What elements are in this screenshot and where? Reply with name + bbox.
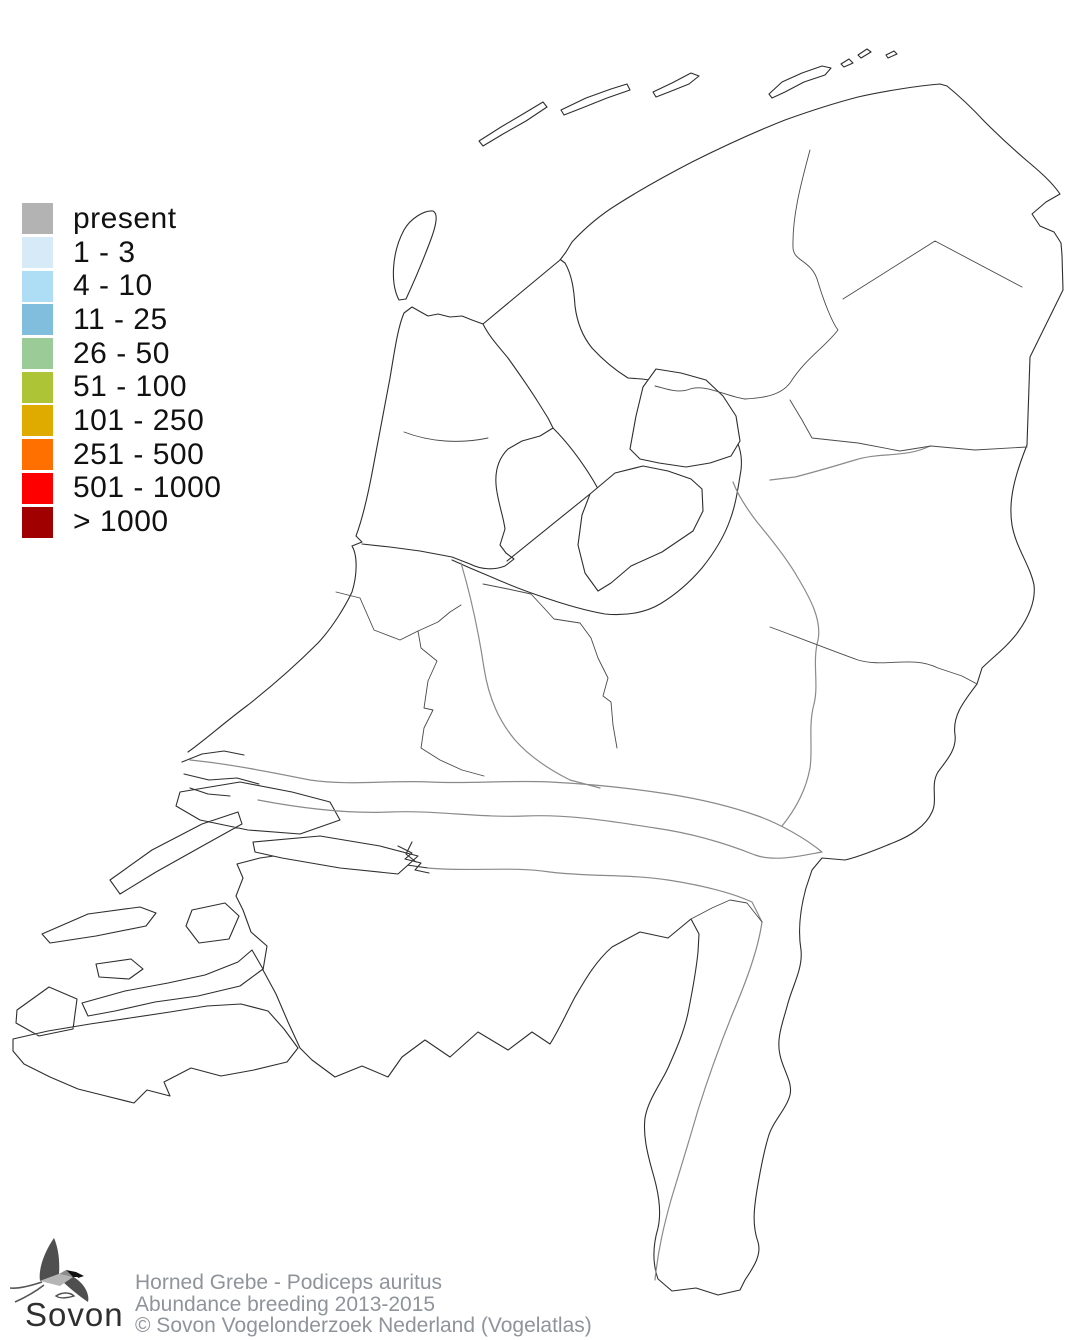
legend-swatch: [22, 237, 53, 269]
legend-label: 1 - 3: [73, 235, 136, 269]
legend-item: 251 - 500: [22, 438, 221, 472]
map-noordoostpolder: [629, 368, 741, 468]
map-flevoland: [577, 465, 704, 592]
legend-swatch: [22, 270, 53, 302]
legend-item: 11 - 25: [22, 303, 221, 337]
copyright: © Sovon Vogelonderzoek Nederland (Vogela…: [135, 1314, 592, 1337]
legend-swatch: [22, 405, 53, 437]
legend-item: 501 - 1000: [22, 471, 222, 506]
legend-item: 4 - 10: [22, 269, 221, 303]
legend-item: 101 - 250: [22, 404, 221, 438]
map-rivers: [189, 445, 931, 1281]
map-dikes: [506, 427, 598, 562]
map-harbour-detail: [181, 750, 430, 874]
legend-item: 26 - 50: [22, 337, 221, 371]
map-ijsselmeer-shore: [361, 259, 742, 616]
species-title: Horned Grebe - Podiceps auritus: [135, 1271, 442, 1294]
sovon-logo-text: Sovon: [25, 1296, 124, 1333]
legend-swatch: [22, 304, 53, 336]
legend-swatch: [22, 338, 53, 370]
legend-label: 51 - 100: [73, 370, 188, 404]
legend-swatch: [22, 472, 53, 504]
map-coastline: [187, 83, 1064, 1296]
swallow-tail-icon: [10, 1281, 43, 1289]
sovon-logo-bird: [10, 1238, 89, 1303]
map-subtitle: Abundance breeding 2013-2015: [135, 1292, 436, 1316]
legend-label: 26 - 50: [73, 336, 170, 370]
legend-swatch: [22, 439, 53, 471]
swallow-upper-wing-icon: [39, 1238, 60, 1281]
legend-item: present: [22, 202, 221, 236]
legend-item: > 1000: [22, 505, 221, 539]
legend-item: 51 - 100: [22, 370, 221, 404]
swallow-body-icon: [40, 1274, 73, 1286]
legend-label: > 1000: [73, 505, 169, 539]
legend-label: 4 - 10: [73, 269, 153, 303]
map-province-borders: [335, 149, 1028, 923]
legend-swatch: [22, 371, 53, 403]
map-delta-islands: [12, 781, 419, 1104]
legend-label: present: [73, 201, 177, 235]
legend-label: 501 - 1000: [73, 471, 222, 505]
legend-label: 11 - 25: [73, 302, 168, 336]
legend-swatch: [22, 203, 53, 235]
legend-swatch: [22, 506, 53, 538]
swallow-lower-wing-icon: [59, 1276, 89, 1302]
legend-label: 251 - 500: [73, 437, 205, 471]
legend-label: 101 - 250: [73, 403, 205, 437]
map-caption: Horned Grebe - Podiceps auritus Abundanc…: [135, 1272, 592, 1337]
swallow-head-icon: [66, 1270, 80, 1277]
legend-item: 1 - 3: [22, 236, 221, 270]
map-wadden-islands: [392, 48, 898, 301]
